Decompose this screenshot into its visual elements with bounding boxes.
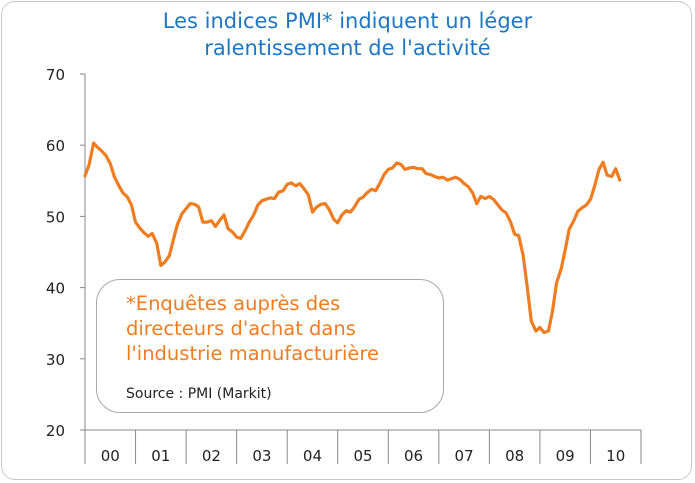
x-tick-label: 03 [252, 447, 271, 465]
x-tick-label: 02 [202, 447, 221, 465]
y-tick-label: 30 [46, 351, 65, 369]
chart-title: Les indices PMI* indiquent un léger rale… [0, 8, 695, 62]
source-label: Source : PMI (Markit) [126, 386, 272, 402]
x-tick-label: 04 [303, 447, 322, 465]
pmi-series-line [83, 141, 622, 335]
chart-title-line-1: Les indices PMI* indiquent un léger [162, 9, 533, 33]
x-tick-label: 05 [353, 447, 372, 465]
x-tick-label: 00 [101, 447, 120, 465]
y-tick-label: 40 [46, 280, 65, 298]
x-tick-label: 06 [404, 447, 423, 465]
x-tick-label: 10 [606, 447, 625, 465]
x-tick-label: 08 [505, 447, 524, 465]
chart-title-line-2: ralentissement de l'activité [204, 36, 491, 60]
note-box [96, 279, 444, 413]
y-tick-label: 70 [46, 66, 65, 84]
y-tick-label: 50 [46, 208, 65, 226]
x-tick-label: 01 [151, 447, 170, 465]
note-title: *Enquêtes auprès des directeurs d'achat … [126, 292, 379, 365]
y-tick-label: 60 [46, 137, 65, 155]
y-tick-label: 20 [46, 422, 65, 440]
x-tick-label: 09 [556, 447, 575, 465]
x-tick-label: 07 [455, 447, 474, 465]
